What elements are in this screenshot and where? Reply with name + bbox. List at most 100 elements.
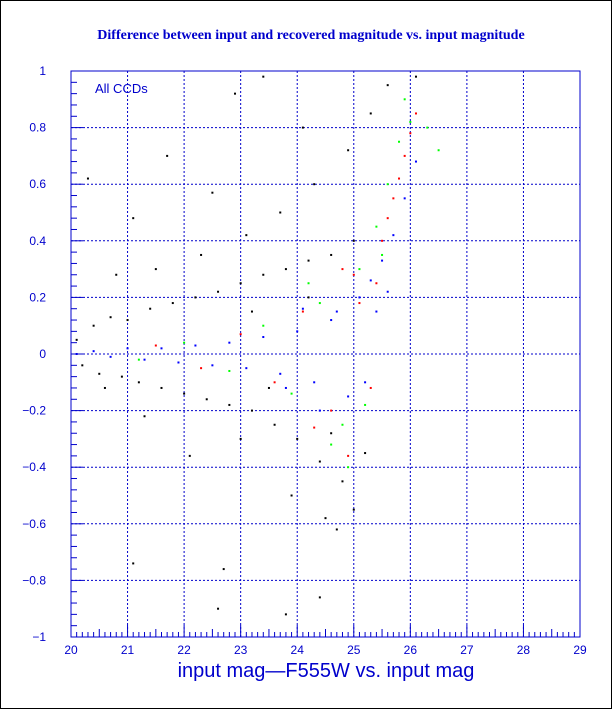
data-point	[313, 426, 316, 429]
data-point	[239, 333, 242, 336]
x-axis-label: input mag—F555W vs. input mag	[178, 660, 475, 682]
data-point	[183, 392, 186, 395]
data-point	[341, 480, 344, 483]
data-point	[386, 183, 389, 186]
data-point	[103, 386, 106, 389]
data-point	[352, 273, 355, 276]
data-point	[409, 120, 412, 123]
data-point	[98, 372, 101, 375]
data-point	[194, 296, 197, 299]
y-tick-label: 1	[39, 64, 46, 78]
data-point	[330, 432, 333, 435]
data-point	[143, 358, 146, 361]
data-point	[250, 310, 253, 313]
data-point	[92, 324, 95, 327]
y-tick-label: −1	[32, 630, 46, 644]
data-points	[75, 75, 440, 616]
data-point	[426, 126, 429, 129]
ccd-annotation: All CCDs	[95, 81, 148, 96]
data-point	[160, 386, 163, 389]
x-tick-label: 23	[234, 643, 248, 657]
data-point	[330, 319, 333, 322]
data-point	[375, 225, 378, 228]
data-point	[166, 154, 169, 157]
data-point	[341, 268, 344, 271]
x-tick-label: 25	[347, 643, 361, 657]
data-point	[154, 268, 157, 271]
data-point	[381, 239, 384, 242]
x-tick-labels: 20 21 22 23 24 25 26 27 28 29	[64, 643, 587, 657]
data-point	[386, 217, 389, 220]
y-tick-label: 0.8	[29, 121, 46, 135]
data-point	[403, 154, 406, 157]
data-point	[324, 517, 327, 520]
data-point	[358, 268, 361, 271]
data-point	[234, 92, 237, 95]
y-tick-label: −0.4	[22, 460, 46, 474]
data-point	[222, 568, 225, 571]
data-point	[284, 386, 287, 389]
data-point	[301, 310, 304, 313]
data-point	[364, 381, 367, 384]
data-point	[267, 386, 270, 389]
data-point	[358, 296, 361, 299]
data-point	[239, 437, 242, 440]
data-point	[364, 452, 367, 455]
data-point	[403, 197, 406, 200]
data-point	[335, 310, 338, 313]
data-point	[262, 75, 265, 78]
data-point	[307, 259, 310, 262]
data-point	[211, 364, 214, 367]
data-point	[392, 234, 395, 237]
grid-lines	[71, 71, 580, 637]
data-point	[369, 386, 372, 389]
data-point	[284, 268, 287, 271]
data-point	[381, 259, 384, 262]
data-point	[352, 508, 355, 511]
data-point	[250, 409, 253, 412]
data-point	[414, 160, 417, 163]
data-point	[262, 273, 265, 276]
data-point	[386, 290, 389, 293]
data-point	[126, 347, 129, 350]
data-point	[109, 355, 112, 358]
y-tick-label: −0.8	[22, 573, 46, 587]
data-point	[369, 112, 372, 115]
data-point	[301, 126, 304, 129]
data-point	[132, 217, 135, 220]
data-point	[347, 395, 350, 398]
data-point	[296, 330, 299, 333]
data-point	[330, 443, 333, 446]
data-point	[245, 367, 248, 370]
x-tick-label: 29	[573, 643, 587, 657]
data-point	[301, 307, 304, 310]
y-tick-label: 0.2	[29, 290, 46, 304]
data-point	[205, 398, 208, 401]
y-tick-label: 0	[39, 347, 46, 361]
data-point	[75, 338, 78, 341]
data-point	[137, 358, 140, 361]
data-point	[86, 177, 89, 180]
data-point	[392, 197, 395, 200]
data-point	[211, 191, 214, 194]
data-point	[245, 234, 248, 237]
x-tick-label: 28	[517, 643, 531, 657]
data-point	[177, 361, 180, 364]
data-point	[228, 403, 231, 406]
y-tick-label: −0.2	[22, 404, 46, 418]
data-point	[109, 316, 112, 319]
data-point	[171, 302, 174, 305]
data-point	[375, 310, 378, 313]
data-point	[341, 423, 344, 426]
data-point	[279, 211, 282, 214]
data-point	[318, 302, 321, 305]
data-point	[183, 341, 186, 344]
x-tick-label: 24	[291, 643, 305, 657]
data-point	[228, 369, 231, 372]
x-tick-label: 26	[404, 643, 418, 657]
data-point	[81, 364, 84, 367]
data-point	[137, 381, 140, 384]
chart-title: Difference between input and recovered m…	[97, 28, 524, 43]
data-point	[132, 562, 135, 565]
